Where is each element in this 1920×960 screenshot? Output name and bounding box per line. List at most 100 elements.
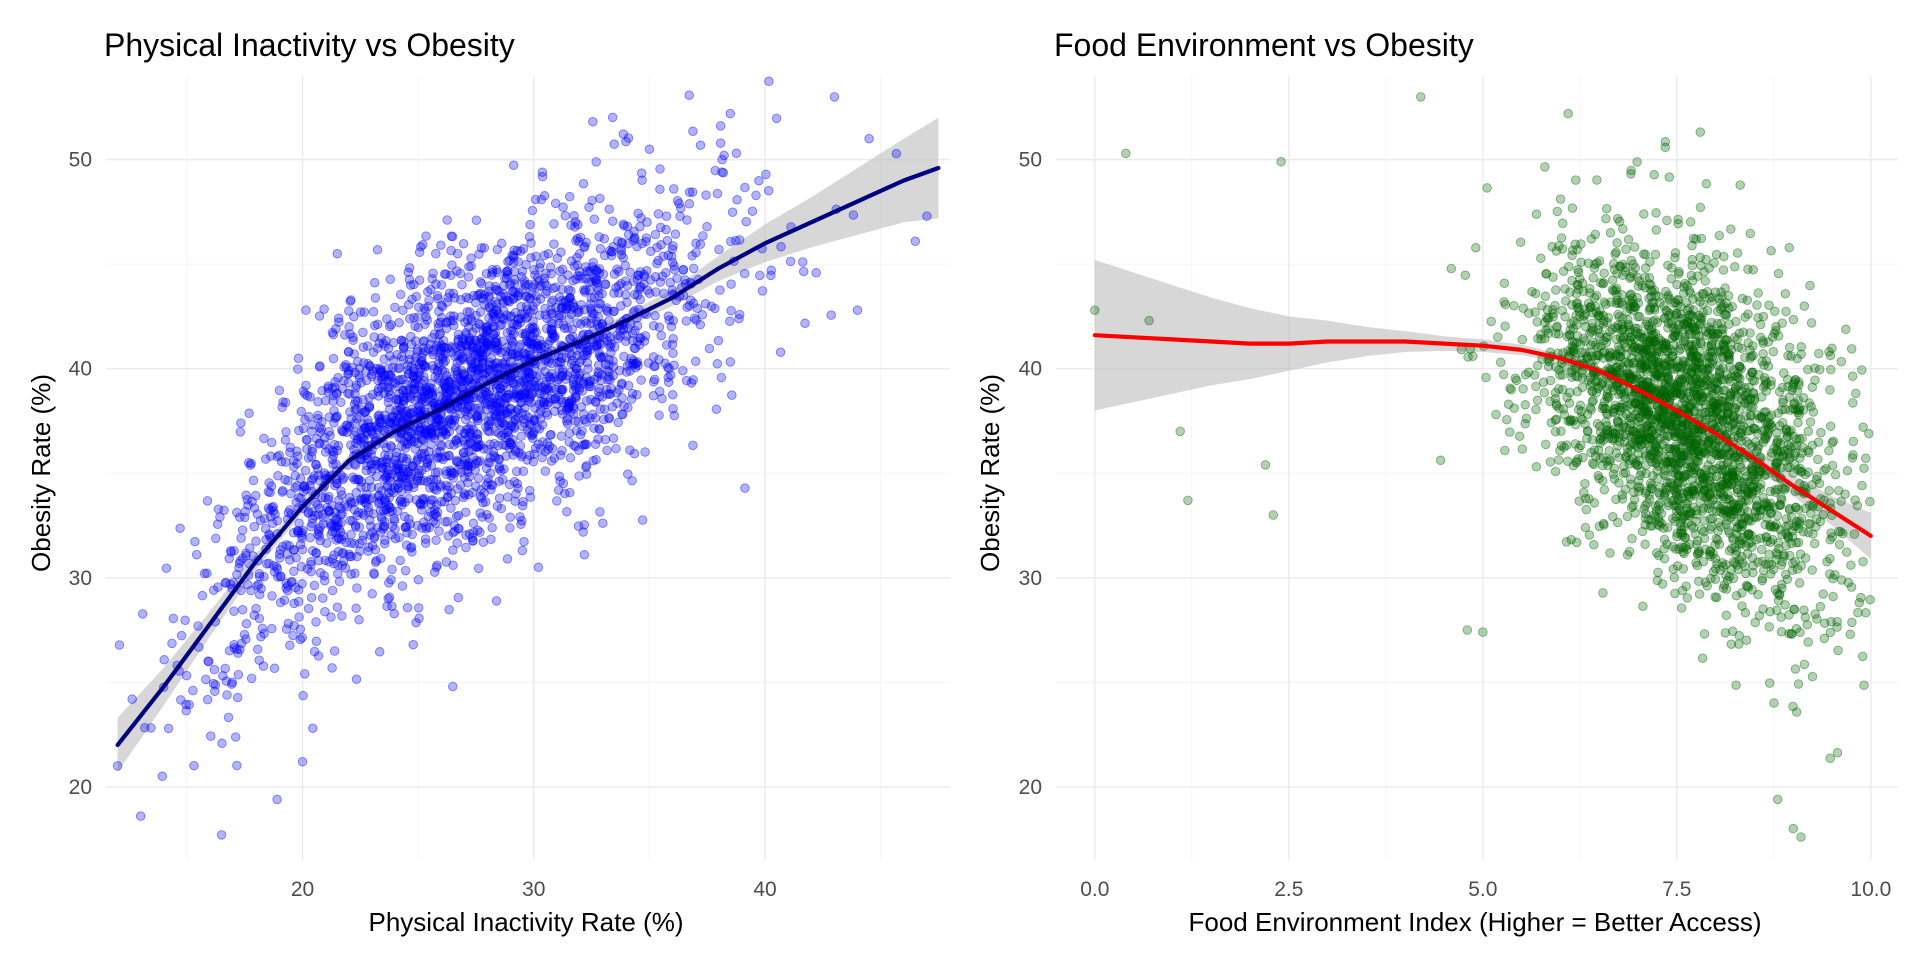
data-point (629, 343, 640, 353)
data-point (517, 266, 528, 277)
data-point (274, 385, 285, 396)
data-point (751, 190, 761, 201)
data-point (429, 567, 440, 577)
data-point (739, 268, 750, 279)
data-point (468, 518, 479, 529)
data-point (419, 517, 429, 527)
data-point (592, 371, 603, 382)
panel-physical-inactivity: Physical Inactivity vs Obesity 20 30 40203… (26, 27, 950, 937)
data-point (636, 282, 646, 292)
panel-food-environment: Food Environment vs Obesity 0.0 2.5 5.0 7.5… (975, 27, 1898, 937)
data-point (662, 235, 673, 246)
data-point (403, 466, 413, 477)
data-point (519, 536, 529, 547)
data-point (256, 583, 266, 594)
data-point (1531, 462, 1542, 472)
data-point (235, 427, 246, 437)
data-point (1555, 194, 1566, 204)
data-point (213, 504, 224, 514)
data-point (734, 313, 744, 324)
data-point (570, 217, 581, 227)
data-point (315, 423, 325, 433)
data-point (588, 116, 598, 127)
data-point (1502, 414, 1512, 425)
data-point (1848, 436, 1859, 447)
data-point (675, 211, 685, 221)
data-point (1858, 556, 1868, 567)
data-point (581, 396, 592, 406)
data-point (399, 511, 410, 522)
data-point (448, 288, 459, 299)
data-point (695, 140, 706, 150)
data-point (501, 267, 512, 277)
data-point (540, 446, 551, 457)
data-point (233, 669, 244, 680)
data-point (501, 451, 511, 461)
data-point (384, 578, 394, 588)
data-point (434, 415, 444, 426)
data-point (510, 414, 521, 425)
data-point (498, 418, 508, 428)
data-point (403, 431, 413, 442)
data-point (420, 534, 431, 544)
data-point (557, 370, 568, 381)
data-point (1758, 336, 1768, 346)
data-point (400, 565, 411, 576)
data-point (764, 76, 774, 87)
data-point (446, 245, 456, 256)
confidence-band (117, 117, 939, 773)
data-point (398, 374, 408, 385)
data-point (1612, 416, 1623, 426)
data-point (413, 401, 424, 411)
data-point (654, 322, 665, 332)
data-point (350, 520, 361, 530)
data-point (1825, 421, 1836, 431)
data-point (475, 440, 486, 450)
data-point (1860, 453, 1871, 464)
data-point (482, 399, 493, 410)
data-point (220, 577, 231, 588)
data-point (135, 811, 146, 821)
data-point (359, 307, 370, 317)
data-point (635, 294, 645, 305)
data-point (233, 648, 243, 658)
data-point (618, 325, 629, 335)
data-point (504, 297, 515, 307)
data-point (1793, 679, 1804, 689)
data-point (486, 484, 496, 495)
data-point (444, 439, 455, 450)
data-point (426, 439, 437, 450)
data-point (452, 357, 462, 368)
data-point (589, 340, 600, 351)
data-point (507, 341, 517, 352)
data-point (614, 365, 625, 376)
data-point (1825, 753, 1835, 763)
y-tick-label: 50 (69, 149, 92, 172)
data-point (496, 466, 506, 476)
data-point (388, 363, 398, 373)
data-point (364, 507, 374, 517)
data-point (582, 266, 592, 276)
data-point (375, 367, 386, 378)
data-point (1506, 384, 1516, 395)
data-point (254, 655, 264, 665)
data-point (665, 277, 676, 288)
data-point (1769, 698, 1779, 708)
data-point (364, 475, 375, 486)
data-point (202, 568, 212, 578)
data-point (755, 270, 765, 281)
data-point (575, 376, 585, 386)
data-point (346, 295, 356, 305)
data-point (714, 244, 724, 255)
data-point (140, 723, 150, 733)
data-point (667, 257, 678, 268)
data-point (431, 279, 441, 289)
data-point (368, 307, 379, 317)
data-point (1826, 364, 1836, 375)
data-point (292, 458, 302, 469)
data-point (1632, 157, 1642, 167)
data-point (534, 310, 545, 320)
data-point (370, 545, 381, 555)
data-point (1486, 316, 1496, 327)
data-point (498, 296, 509, 306)
